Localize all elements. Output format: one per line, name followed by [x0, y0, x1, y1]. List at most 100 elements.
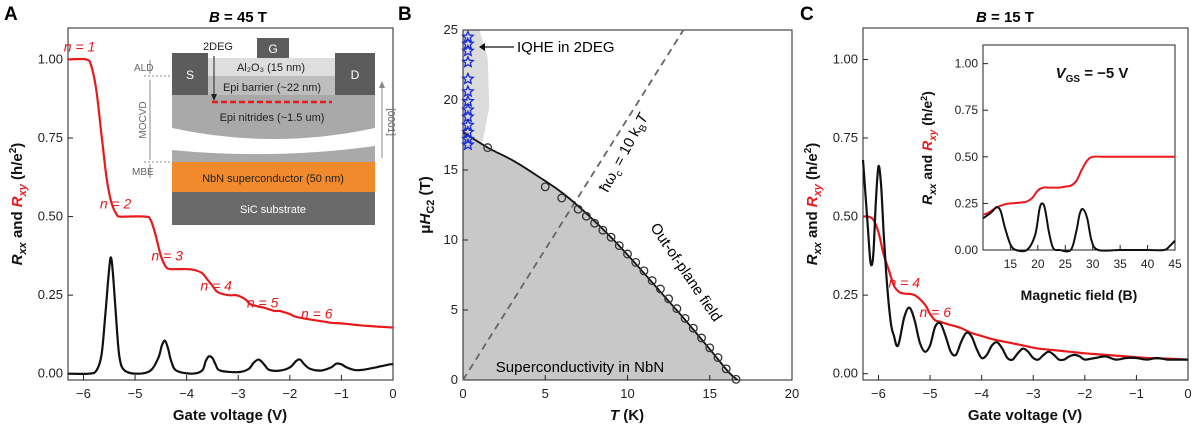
panel-a-landau-label: n = 6 [301, 306, 333, 322]
panel-c-y-tick-label: 0.00 [833, 366, 858, 381]
inset-y-tick-label: 0.25 [955, 196, 979, 210]
panel-c-rxy-series [862, 215, 1189, 361]
inset-y-tick-label: 0.50 [955, 150, 979, 164]
panel-a-x-tick-label: −1 [334, 386, 349, 401]
sic-substrate-layer [172, 192, 375, 225]
2deg-arrow-head [211, 94, 217, 101]
cyclotron-threshold-line [462, 29, 685, 381]
panel-a-y-tick-label: 0.00 [38, 366, 63, 381]
iqhe-point [461, 132, 475, 145]
panel-c-y-tick-label: 1.00 [833, 51, 858, 66]
panel-a-rxy-series [67, 57, 394, 329]
inset-y-label: Rxx and Rxy (h/e2) [919, 91, 939, 205]
panel-a-y-label: Rxx and Rxy (h/e2) [8, 143, 29, 266]
inset-x-tick-label: 15 [1004, 257, 1018, 271]
hc2-point [614, 241, 624, 251]
hc2-point [483, 143, 493, 153]
hc2-point [680, 313, 690, 323]
al2o3-label: Al₂O₃ (15 nm) [237, 62, 305, 74]
panel-a-x-tick-label: 0 [389, 386, 396, 401]
hc2-point [540, 182, 550, 192]
inset-x-tick-label: 35 [1113, 257, 1127, 271]
panel-a-annotations: n = 1 n = 2 n = 3 n = 4 n = 5 n = 6 [64, 39, 333, 322]
inset-rxx-series [982, 202, 1176, 253]
panel-letter-b: B [398, 4, 412, 25]
nbn-label: NbN superconductor (50 nm) [202, 173, 344, 185]
hc2-point [697, 333, 706, 343]
epi-barrier-layer [172, 76, 375, 95]
panel-a-y-tick-label: 0.50 [38, 209, 63, 224]
panel-b-y-tick-label: 10 [444, 232, 458, 247]
mocvd-label: MOCVD [138, 101, 149, 138]
panel-a-plot-frame [67, 27, 394, 381]
device-schematic-inset: 2DEG G S D Al₂O₃ (15 nm) Epi barrier (~2… [132, 38, 396, 225]
sic-label: SiC substrate [240, 204, 306, 216]
panel-a-y-tick-label: 1.00 [38, 51, 63, 66]
panel-c-plot-frame [862, 27, 1189, 381]
panel-b: B 0 5 10 15 20 25 0 5 10 15 20 T (K) μHC2 (T) IQH… [398, 4, 799, 424]
panel-a-landau-label: n = 1 [64, 39, 96, 55]
panel-a-x-tick-label: −4 [179, 386, 194, 401]
panel-b-marks [461, 29, 741, 384]
panel-c-x-tick-label: −1 [1129, 386, 1144, 401]
inset-vgs-label: VGS = −5 V [1056, 65, 1129, 85]
panel-c-landau-label: n = 6 [919, 304, 951, 320]
panel-c-x-ticks: −6 −5 −4 −3 −2 −1 0 [871, 375, 1192, 401]
panel-b-x-tick-label: 10 [620, 386, 634, 401]
iqhe-point [461, 137, 475, 151]
iqhe-point [461, 55, 475, 68]
drain-label: D [351, 68, 360, 82]
iqhe-point [461, 43, 475, 57]
panel-a-y-tick-label: 0.75 [38, 130, 63, 145]
panel-b-y-ticks: 0 5 10 15 20 25 [444, 22, 468, 387]
panel-a-y-tick-label: 0.25 [38, 287, 63, 302]
mbe-label: MBE [132, 167, 154, 178]
panel-c-x-tick-label: 0 [1184, 386, 1191, 401]
panel-c-x-tick-label: −4 [974, 386, 989, 401]
panel-a-landau-label: n = 5 [247, 295, 279, 311]
layer-break [172, 128, 375, 155]
panel-b-x-tick-label: 0 [459, 386, 466, 401]
hc2-point [573, 204, 583, 214]
panel-a-x-tick-label: −6 [76, 386, 91, 401]
inset-x-ticks: 15 20 25 30 35 40 45 [1004, 245, 1182, 271]
hc2-point [705, 343, 715, 353]
panel-c-annotations: n = 4 n = 6 [889, 274, 952, 320]
inset-y-tick-label: 0.00 [955, 243, 979, 257]
hc2-point [631, 257, 641, 267]
panel-letter-c: C [800, 4, 814, 25]
panel-b-y-tick-label: 20 [444, 92, 458, 107]
hc2-point [581, 211, 591, 221]
panel-b-x-tick-label: 20 [785, 386, 799, 401]
panel-c-landau-label: n = 4 [889, 274, 921, 290]
hc2-point [688, 323, 698, 333]
inset-x-label: Magnetic field (B) [1021, 287, 1138, 303]
hc2-point [598, 225, 608, 235]
panel-c-y-ticks: 0.00 0.25 0.50 0.75 1.00 [833, 51, 868, 381]
inset-series [982, 155, 1176, 253]
panel-a-x-tick-label: −2 [282, 386, 297, 401]
inset-x-tick-label: 45 [1168, 257, 1182, 271]
panel-a-series [67, 57, 394, 376]
panel-c-x-tick-label: −2 [1077, 386, 1092, 401]
panel-b-x-label: T (K) [610, 407, 644, 424]
inset-y-ticks: 0.00 0.25 0.50 0.75 1.00 [955, 57, 988, 257]
hc2-curve [462, 131, 739, 381]
gate-label: G [268, 42, 277, 56]
inset-x-tick-label: 30 [1086, 257, 1100, 271]
panel-a-landau-label: n = 3 [151, 248, 183, 264]
al2o3-layer [208, 58, 335, 76]
panel-a-x-ticks: −6 −5 −4 −3 −2 −1 0 [76, 375, 397, 401]
panel-b-x-tick-label: 5 [542, 386, 549, 401]
iqhe-point [461, 84, 475, 98]
hc2-point [639, 266, 649, 276]
panel-letter-a: A [4, 4, 18, 25]
iqhe-point [461, 71, 475, 85]
panel-c: C B = 15 T 0.00 0.25 0.50 0.75 1.00 −6 −5 −4 −3… [800, 4, 1192, 424]
iqhe-arrow-head [479, 43, 485, 51]
panel-c-title: B = 15 T [976, 9, 1034, 26]
panel-c-y-label: Rxx and Rxy (h/e2) [803, 143, 824, 266]
hc2-point [606, 232, 616, 242]
epi-nitrides-lower [172, 146, 375, 162]
